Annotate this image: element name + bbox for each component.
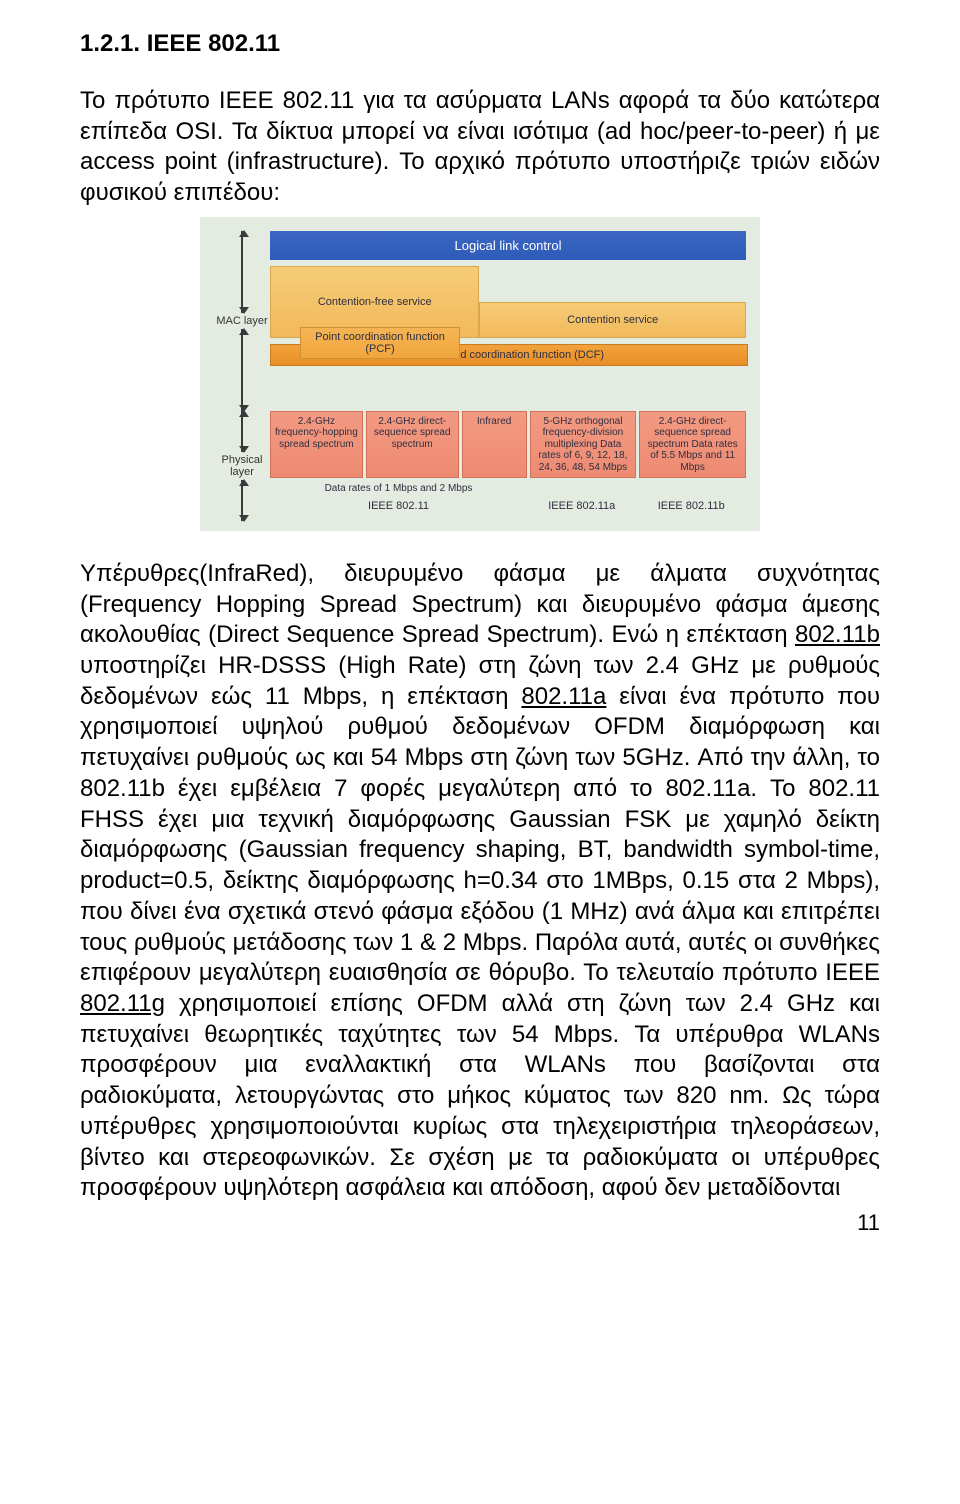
phy-infrared: Infrared bbox=[462, 411, 527, 479]
phy-ofdm-5g: 5-GHz orthogonal frequency-division mult… bbox=[530, 411, 637, 479]
body-text-d: χρησιμοποιεί επίσης OFDM αλλά στη ζώνη τ… bbox=[80, 990, 880, 1201]
intro-paragraph: Το πρότυπο IEEE 802.11 για τα ασύρματα L… bbox=[80, 86, 880, 209]
ieee-80211-diagram: MAC layer Logical link control Contentio… bbox=[200, 217, 760, 531]
mac-layer-label: MAC layer bbox=[216, 313, 267, 329]
link-80211b: 802.11b bbox=[795, 621, 880, 648]
link-80211g: 802.11g bbox=[80, 990, 165, 1017]
std-80211a: IEEE 802.11a bbox=[527, 500, 636, 512]
pcf-box: Point coordination function (PCF) bbox=[300, 327, 460, 359]
physical-layer-label: Physical layer bbox=[214, 452, 270, 480]
phy-fhss: 2.4-GHz frequency-hopping spread spectru… bbox=[270, 411, 363, 479]
page-number: 11 bbox=[80, 1210, 880, 1236]
llc-box: Logical link control bbox=[270, 231, 746, 260]
std-80211: IEEE 802.11 bbox=[270, 500, 527, 512]
body-text-c: είναι ένα πρότυπο που χρησιμοποιεί υψηλο… bbox=[80, 683, 880, 986]
rates-1-2: Data rates of 1 Mbps and 2 Mbps bbox=[270, 481, 527, 496]
body-paragraph: Υπέρυθρες(InfraRed), διευρυμένο φάσμα με… bbox=[80, 559, 880, 1204]
body-text-a: Υπέρυθρες(InfraRed), διευρυμένο φάσμα με… bbox=[80, 560, 880, 648]
contention-service: Contention service bbox=[479, 302, 746, 338]
std-80211b: IEEE 802.11b bbox=[637, 500, 746, 512]
section-heading: 1.2.1. IEEE 802.11 bbox=[80, 30, 880, 58]
link-80211a: 802.11a bbox=[521, 683, 606, 710]
phy-dsss-11b: 2.4-GHz direct-sequence spread spectrum … bbox=[639, 411, 746, 479]
phy-dsss: 2.4-GHz direct-sequence spread spectrum bbox=[366, 411, 459, 479]
diagram-container: MAC layer Logical link control Contentio… bbox=[80, 217, 880, 531]
